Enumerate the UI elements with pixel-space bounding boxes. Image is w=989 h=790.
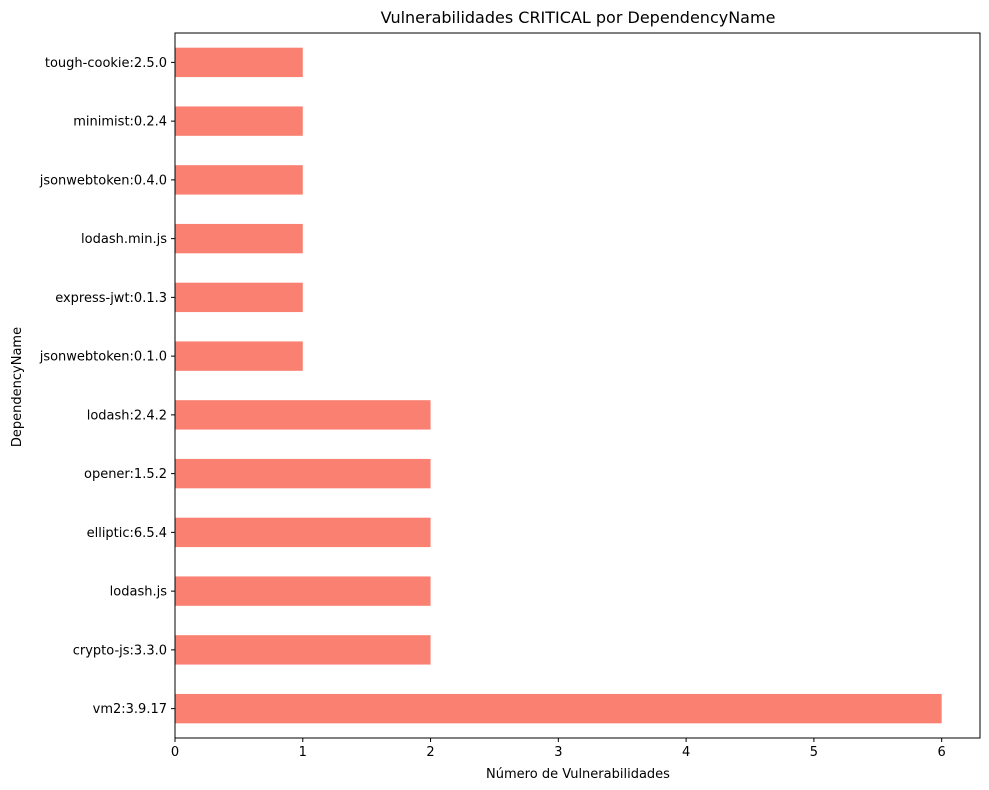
x-axis-label: Número de Vulnerabilidades	[486, 767, 670, 782]
bar	[175, 223, 303, 254]
y-tick-label: opener:1.5.2	[84, 467, 167, 482]
y-tick-label: lodash.min.js	[81, 232, 167, 247]
bar	[175, 341, 303, 371]
y-tick-label: jsonwebtoken:0.1.0	[39, 350, 167, 365]
y-tick-label: tough-cookie:2.5.0	[45, 56, 167, 71]
bar	[175, 458, 431, 489]
x-tick-label: 2	[426, 745, 434, 760]
bar	[175, 400, 431, 430]
bar	[175, 576, 431, 606]
x-tick-label: 6	[938, 745, 946, 760]
y-tick-label: express-jwt:0.1.3	[55, 291, 167, 306]
y-tick-label: minimist:0.2.4	[73, 115, 167, 130]
y-tick-label: vm2:3.9.17	[93, 702, 167, 717]
plot-frame	[174, 32, 981, 739]
y-tick-label: lodash:2.4.2	[87, 408, 167, 423]
bar	[175, 165, 303, 195]
bar	[175, 635, 431, 665]
bar	[175, 282, 303, 313]
x-tick-label: 3	[554, 745, 562, 760]
plot-area: vm2:3.9.17 crypto-js:3.3.0 lodash.js ellipt…	[39, 32, 981, 760]
y-tick-label: lodash.js	[110, 585, 168, 600]
bar	[175, 47, 303, 78]
y-tick-label: jsonwebtoken:0.4.0	[39, 173, 167, 188]
bar	[175, 693, 942, 724]
bar	[175, 517, 431, 548]
x-tick-label: 4	[682, 745, 690, 760]
y-tick-label: crypto-js:3.3.0	[73, 643, 167, 658]
y-axis-label: DependencyName	[10, 327, 25, 447]
x-tick-label: 0	[171, 745, 179, 760]
x-tick-label: 1	[299, 745, 307, 760]
chart-title: Vulnerabilidades CRITICAL por Dependency…	[381, 8, 776, 27]
x-tick-label: 5	[810, 745, 818, 760]
y-tick-label: elliptic:6.5.4	[87, 526, 167, 541]
bar	[175, 106, 303, 136]
